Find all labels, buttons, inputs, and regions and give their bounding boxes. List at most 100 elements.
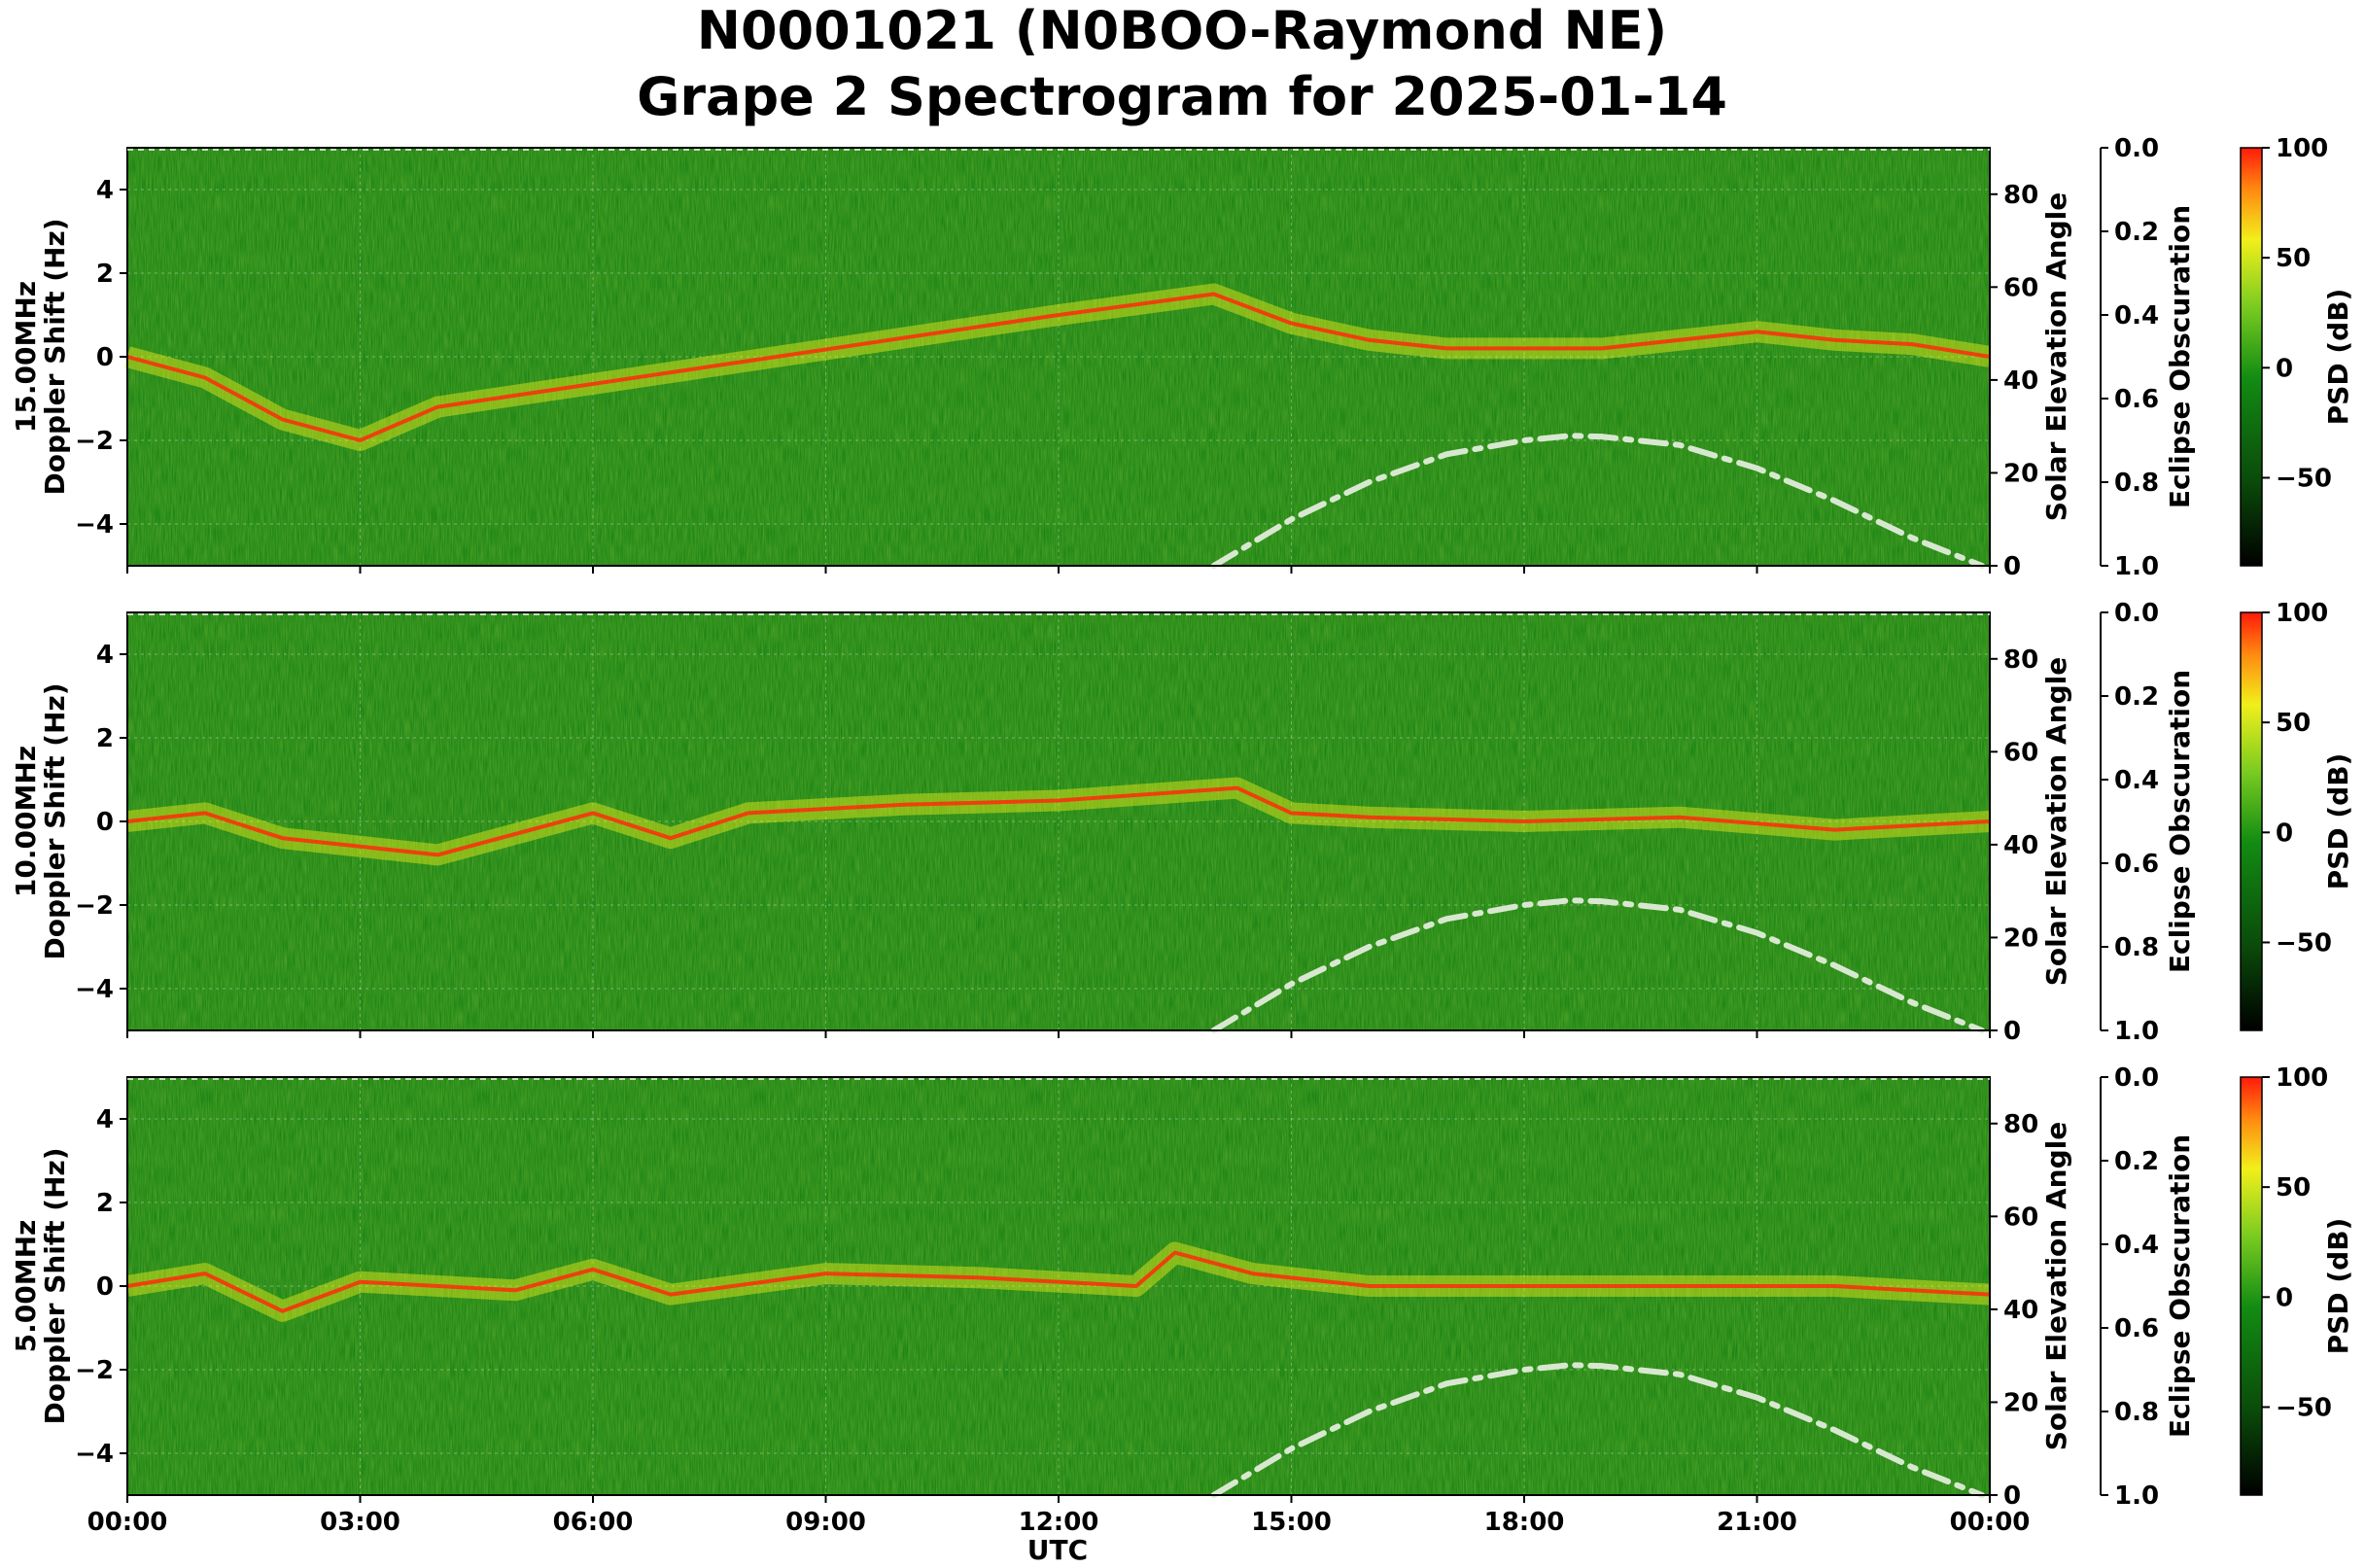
elev-tick-label: 80 bbox=[2003, 181, 2038, 210]
doppler-trace bbox=[126, 1250, 1991, 1313]
colorbar bbox=[2240, 611, 2263, 1031]
colorbar-tick-label: 50 bbox=[2276, 709, 2311, 738]
eclipse-tick-label: 0.6 bbox=[2114, 385, 2159, 414]
y-tick-label: −4 bbox=[75, 1440, 114, 1469]
eclipse-tick-label: 0.0 bbox=[2114, 599, 2159, 628]
y-tick-label: −2 bbox=[75, 1356, 114, 1385]
y-axis-label-doppler: Doppler Shift (Hz) bbox=[39, 1147, 71, 1424]
colorbar-tick-label: −50 bbox=[2276, 1393, 2332, 1422]
elev-tick-label: 80 bbox=[2003, 1110, 2038, 1139]
doppler-trace bbox=[126, 292, 1991, 442]
y-tick-label: 4 bbox=[96, 176, 114, 205]
elev-tick-label: 80 bbox=[2003, 645, 2038, 675]
solar-elevation-axis-label: Solar Elevation Angle bbox=[2040, 1122, 2072, 1450]
colorbar-tick-label: 0 bbox=[2276, 819, 2293, 848]
colorbar bbox=[2240, 147, 2263, 567]
eclipse-axis-label: Eclipse Obscuration bbox=[2164, 1134, 2196, 1438]
elev-tick-label: 20 bbox=[2003, 1388, 2038, 1417]
eclipse-tick-label: 0.4 bbox=[2114, 1231, 2159, 1260]
colorbar-tick-label: 0 bbox=[2276, 354, 2293, 383]
heatmap-texture bbox=[127, 612, 1990, 1030]
eclipse-tick-label: 0.8 bbox=[2114, 933, 2159, 962]
colorbar-tick-label: 50 bbox=[2276, 1173, 2311, 1202]
colorbar-tick-label: 100 bbox=[2276, 599, 2328, 628]
y-tick-label: 0 bbox=[96, 343, 114, 372]
chart-title-line2: Grape 2 Spectrogram for 2025-01-14 bbox=[637, 66, 1727, 127]
y-tick-label: 0 bbox=[96, 1272, 114, 1302]
y-tick-label: −2 bbox=[75, 891, 114, 921]
eclipse-tick-label: 0.8 bbox=[2114, 1398, 2159, 1427]
eclipse-axis-label: Eclipse Obscuration bbox=[2164, 205, 2196, 508]
y-tick-label: 2 bbox=[96, 1189, 114, 1218]
y-axis-label-doppler: Doppler Shift (Hz) bbox=[39, 682, 71, 959]
eclipse-axis-label: Eclipse Obscuration bbox=[2164, 670, 2196, 973]
x-axis-label: UTC bbox=[1027, 1534, 1088, 1566]
eclipse-tick-label: 0.0 bbox=[2114, 1063, 2159, 1093]
eclipse-tick-label: 1.0 bbox=[2114, 1017, 2159, 1046]
eclipse-tick-label: 0.6 bbox=[2114, 850, 2159, 879]
x-tick-label: 09:00 bbox=[785, 1508, 866, 1537]
eclipse-tick-label: 0.4 bbox=[2114, 301, 2159, 331]
eclipse-tick-label: 0.2 bbox=[2114, 1147, 2159, 1176]
colorbar-tick-label: −50 bbox=[2276, 928, 2332, 958]
doppler-trace bbox=[126, 785, 1991, 857]
heatmap-texture bbox=[127, 148, 1990, 566]
colorbar-tick-label: 0 bbox=[2276, 1283, 2293, 1312]
eclipse-tick-label: 0.6 bbox=[2114, 1314, 2159, 1343]
elev-tick-label: 20 bbox=[2003, 459, 2038, 488]
elev-tick-label: 40 bbox=[2003, 831, 2038, 860]
x-tick-label: 18:00 bbox=[1484, 1508, 1565, 1537]
elev-tick-label: 40 bbox=[2003, 1296, 2038, 1325]
elev-tick-label: 40 bbox=[2003, 366, 2038, 396]
colorbar-label: PSD (dB) bbox=[2322, 1218, 2354, 1355]
elev-tick-label: 0 bbox=[2003, 1481, 2021, 1511]
eclipse-tick-label: 0.2 bbox=[2114, 682, 2159, 712]
y-tick-label: 4 bbox=[96, 641, 114, 670]
colorbar-tick-label: 100 bbox=[2276, 1063, 2328, 1093]
elev-tick-label: 0 bbox=[2003, 1017, 2021, 1046]
colorbar-label: PSD (dB) bbox=[2322, 289, 2354, 426]
elev-tick-label: 0 bbox=[2003, 552, 2021, 581]
elev-tick-label: 60 bbox=[2003, 738, 2038, 767]
colorbar bbox=[2240, 1076, 2263, 1496]
colorbar-label: PSD (dB) bbox=[2322, 753, 2354, 890]
y-axis-label-doppler: Doppler Shift (Hz) bbox=[39, 218, 71, 495]
y-tick-label: 4 bbox=[96, 1105, 114, 1134]
eclipse-tick-label: 1.0 bbox=[2114, 552, 2159, 581]
solar-elevation-axis-label: Solar Elevation Angle bbox=[2040, 192, 2072, 521]
x-tick-label: 06:00 bbox=[553, 1508, 634, 1537]
y-axis-label-freq: 5.00MHz bbox=[10, 1220, 42, 1353]
x-tick-label: 00:00 bbox=[87, 1508, 168, 1537]
chart-title-line1: N0001021 (N0BOO-Raymond NE) bbox=[697, 0, 1667, 61]
y-axis-label-freq: 15.00MHz bbox=[10, 281, 42, 433]
x-tick-label: 03:00 bbox=[320, 1508, 400, 1537]
colorbar-tick-label: 50 bbox=[2276, 244, 2311, 273]
elev-tick-label: 60 bbox=[2003, 1202, 2038, 1232]
solar-elevation-curve bbox=[1210, 1362, 1986, 1498]
y-tick-label: 0 bbox=[96, 808, 114, 837]
y-axis-label-freq: 10.00MHz bbox=[10, 746, 42, 897]
eclipse-tick-label: 0.4 bbox=[2114, 766, 2159, 795]
solar-elevation-curve bbox=[1210, 897, 1986, 1033]
x-tick-label: 21:00 bbox=[1717, 1508, 1797, 1537]
y-tick-label: 2 bbox=[96, 260, 114, 289]
eclipse-tick-label: 0.0 bbox=[2114, 134, 2159, 163]
x-tick-label: 15:00 bbox=[1251, 1508, 1332, 1537]
solar-elevation-axis-label: Solar Elevation Angle bbox=[2040, 657, 2072, 986]
colorbar-tick-label: −50 bbox=[2276, 464, 2332, 493]
elev-tick-label: 60 bbox=[2003, 273, 2038, 302]
elev-tick-label: 20 bbox=[2003, 923, 2038, 953]
solar-elevation-curve bbox=[1210, 433, 1986, 569]
y-tick-label: −2 bbox=[75, 427, 114, 456]
eclipse-tick-label: 0.2 bbox=[2114, 218, 2159, 247]
x-tick-label: 00:00 bbox=[1950, 1508, 2031, 1537]
y-tick-label: −4 bbox=[75, 975, 114, 1004]
colorbar-tick-label: 100 bbox=[2276, 134, 2328, 163]
y-tick-label: −4 bbox=[75, 510, 114, 540]
eclipse-tick-label: 1.0 bbox=[2114, 1481, 2159, 1511]
y-tick-label: 2 bbox=[96, 724, 114, 753]
